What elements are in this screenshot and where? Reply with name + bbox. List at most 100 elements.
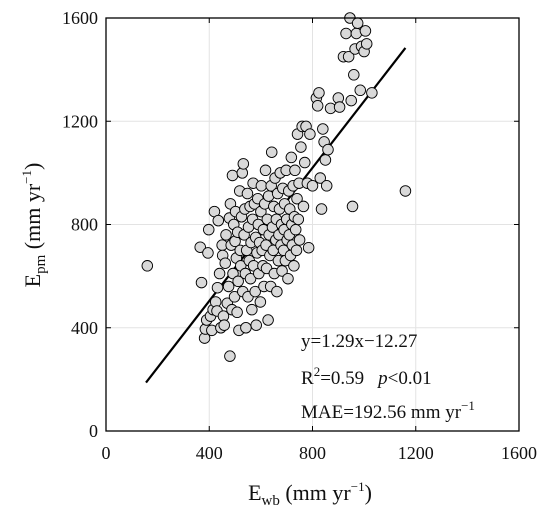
x-axis-title: Ewb (mm yr−1) [248, 479, 372, 509]
data-points [141, 12, 412, 362]
y-tick-label: 400 [71, 318, 98, 338]
data-point [194, 241, 206, 253]
data-point [342, 50, 355, 63]
data-point [302, 241, 315, 254]
x-axis-title-close: ) [365, 480, 372, 505]
data-point [250, 319, 262, 331]
data-point [244, 272, 257, 285]
data-point [202, 247, 214, 259]
y-tick-label: 1200 [62, 111, 98, 131]
data-point [285, 151, 298, 164]
data-point [220, 229, 232, 241]
data-point [288, 260, 300, 272]
data-point [254, 296, 267, 308]
mae-superscript: −1 [461, 398, 475, 413]
y-axis-title-unit: (mm yr [20, 183, 45, 255]
y-axis-title-subscript: pm [33, 254, 49, 274]
data-point [226, 169, 239, 182]
data-point [360, 38, 373, 50]
data-point [315, 203, 328, 215]
data-point [271, 285, 283, 298]
data-point [322, 143, 334, 156]
data-point [289, 164, 301, 177]
data-point [314, 172, 326, 184]
data-point [354, 84, 367, 97]
data-point [290, 244, 303, 257]
data-point [249, 285, 261, 298]
data-point [299, 156, 311, 169]
y-axis-title-close: ) [20, 163, 45, 170]
data-point [333, 101, 346, 113]
y-axis-title-superscript: −1 [19, 170, 34, 184]
grid-lines [106, 18, 519, 431]
data-point [259, 164, 272, 177]
data-point [291, 192, 303, 205]
data-point [241, 187, 254, 200]
data-point [218, 319, 230, 331]
data-point [348, 69, 360, 81]
data-point [297, 200, 310, 213]
data-point [292, 213, 305, 226]
p-symbol: p [376, 368, 388, 389]
data-point [228, 291, 241, 303]
data-point [246, 303, 258, 316]
data-point [320, 180, 333, 192]
r2-superscript: 2 [314, 364, 321, 379]
y-tick-label: 1600 [62, 8, 98, 28]
data-point [359, 25, 372, 37]
p-value: <0.01 [388, 368, 432, 389]
x-tick-label: 0 [102, 443, 111, 463]
data-point [141, 260, 154, 272]
mae-annotation: MAE=192.56 mm yr−1 [301, 398, 475, 423]
data-point [366, 87, 378, 99]
y-axis-title: Epm (mm yr−1) [19, 163, 49, 288]
data-point [255, 180, 268, 192]
mae-text: MAE=192.56 mm yr [301, 402, 462, 423]
data-point [219, 257, 232, 269]
data-point [319, 154, 332, 166]
data-point [237, 158, 250, 170]
data-point [282, 272, 294, 285]
x-tick-label: 800 [299, 443, 326, 463]
data-point [313, 87, 325, 99]
data-point [306, 180, 319, 192]
data-point [231, 306, 243, 319]
data-point [317, 123, 329, 135]
data-point [346, 200, 359, 213]
y-tick-label: 0 [89, 421, 98, 441]
data-point [213, 267, 226, 280]
r2-annotation: R2=0.59 p<0.01 [301, 364, 432, 389]
r2-prefix: R [301, 368, 314, 389]
data-point [340, 27, 352, 40]
data-point [202, 223, 215, 236]
data-point [211, 281, 224, 294]
x-tick-label: 1600 [501, 443, 537, 463]
x-axis-title-unit: (mm yr [280, 480, 352, 505]
x-tick-label: 1200 [398, 443, 434, 463]
data-point [224, 350, 236, 362]
x-axis-title-main: E [248, 480, 261, 505]
data-point [262, 314, 274, 326]
data-point [293, 234, 306, 246]
data-point [399, 185, 412, 197]
axis-ticks: 0 400 800 1200 1600 0 400 800 1200 1600 [62, 8, 537, 463]
data-point [289, 223, 302, 236]
data-point [195, 276, 208, 289]
x-tick-label: 400 [196, 443, 223, 463]
data-point [240, 322, 252, 334]
y-tick-label: 800 [71, 215, 98, 235]
data-point [265, 146, 278, 158]
equation-annotation: y=1.29x−12.27 [301, 331, 417, 352]
r2-value: =0.59 [320, 368, 364, 389]
data-point [276, 265, 288, 277]
data-point [222, 280, 235, 293]
data-point [311, 100, 324, 112]
data-point [212, 214, 225, 227]
x-axis-title-subscript: wb [262, 493, 280, 509]
data-point [232, 275, 244, 288]
data-point [295, 141, 307, 153]
x-axis-title-superscript: −1 [351, 479, 365, 494]
data-point [345, 94, 357, 107]
data-point [304, 128, 316, 140]
